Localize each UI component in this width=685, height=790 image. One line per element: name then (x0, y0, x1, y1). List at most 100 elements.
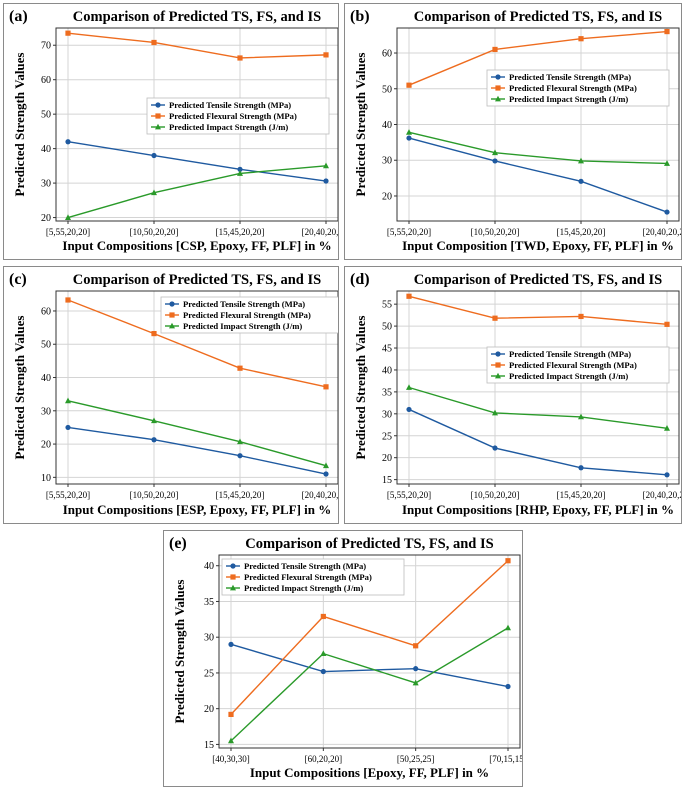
series-line-is (67, 400, 327, 467)
data-point-is (151, 417, 157, 424)
series-fs (406, 293, 670, 327)
data-point-is (406, 129, 412, 135)
x-axis-label: Input Compositions [CSP, Epoxy, FF, PLF]… (62, 238, 331, 253)
data-point-ts (492, 445, 498, 451)
grid (397, 28, 679, 221)
legend: Predicted Tensile Strength (MPa)Predicte… (146, 97, 330, 135)
legend-swatch-marker (495, 95, 501, 102)
legend-label: Predicted Impact Strength (J/m) (244, 583, 363, 593)
y-axis-label: Predicted Strength Values (12, 316, 27, 460)
chart-title: Comparison of Predicted TS, FS, and IS (414, 272, 662, 288)
series-line-is (67, 165, 327, 219)
x-tick-label: [5,55,20,20] (387, 490, 431, 500)
series-line-fs (408, 30, 668, 86)
y-tick-label: 15 (382, 475, 392, 486)
x-tick-label: [15,45,20,20] (216, 227, 265, 237)
series-line-ts (230, 643, 509, 688)
series-fs (65, 297, 329, 390)
legend-swatch-marker (495, 74, 501, 80)
chart-panel-d: (d) Comparison of Predicted TS, FS, and I… (344, 266, 682, 524)
legend-swatch-marker (169, 322, 175, 329)
data-point-ts (228, 641, 234, 647)
data-point-is (237, 170, 243, 176)
data-point-is (492, 409, 498, 416)
panel-label: (c) (9, 271, 27, 288)
data-point-fs (492, 315, 498, 321)
series-is (406, 384, 670, 431)
y-tick-label: 40 (41, 144, 51, 155)
panel-label: (e) (169, 535, 187, 552)
series-fs (406, 28, 670, 88)
grid (397, 291, 679, 484)
chart-svg: (e) Comparison of Predicted TS, FS, and I… (169, 535, 522, 780)
y-tick-label: 35 (204, 597, 214, 608)
chart-title: Comparison of Predicted TS, FS, and IS (73, 272, 321, 288)
data-point-ts (65, 424, 71, 431)
series-line-ts (408, 137, 668, 213)
x-tick-label: [10,50,20,20] (130, 490, 179, 500)
data-point-fs (320, 613, 326, 620)
y-tick-label: 20 (41, 440, 51, 451)
legend-label: Predicted Flexural Strength (MPa) (244, 572, 372, 582)
series-line-ts (67, 141, 327, 182)
y-tick-label: 60 (41, 75, 51, 86)
y-tick-label: 30 (41, 179, 51, 190)
legend-swatch-marker (230, 584, 236, 591)
data-point-is (237, 438, 243, 445)
chart-title: Comparison of Predicted TS, FS, and IS (414, 9, 662, 25)
series-ts (406, 135, 670, 215)
plot-frame (55, 27, 338, 222)
y-tick-label: 30 (41, 406, 51, 417)
x-tick-label: [5,55,20,20] (46, 490, 90, 500)
series-ts (65, 424, 329, 477)
y-tick-label: 40 (41, 373, 51, 384)
series-line-fs (408, 295, 668, 326)
data-point-ts (664, 209, 670, 215)
y-tick-label: 60 (382, 49, 392, 60)
y-tick-label: 40 (382, 120, 392, 131)
y-tick-label: 25 (204, 668, 214, 679)
x-tick-label: [10,50,20,20] (130, 227, 179, 237)
series-line-fs (230, 560, 509, 715)
y-tick-label: 30 (382, 156, 392, 167)
data-point-fs (406, 293, 412, 299)
data-point-fs (65, 297, 71, 303)
data-point-is (320, 650, 327, 657)
x-tick-label: [10,50,20,20] (471, 490, 520, 500)
legend-swatch-marker (155, 113, 161, 119)
y-tick-label: 10 (41, 473, 51, 484)
data-point-ts (492, 158, 498, 164)
x-tick-label: [15,45,20,20] (216, 490, 265, 500)
y-axis-label: Predicted Strength Values (353, 53, 368, 197)
y-axis-label: Predicted Strength Values (12, 53, 27, 197)
panel-label: (d) (350, 271, 370, 288)
y-tick-label: 50 (382, 322, 392, 333)
x-tick-label: [10,50,20,20] (471, 227, 520, 237)
data-point-fs (505, 558, 511, 564)
x-axis-label: Input Compositions [ESP, Epoxy, FF, PLF]… (63, 502, 332, 517)
y-tick-label: 50 (41, 110, 51, 121)
data-point-ts (578, 465, 584, 471)
series-line-fs (67, 299, 327, 388)
y-tick-label: 30 (382, 409, 392, 420)
legend-label: Predicted Impact Strength (J/m) (509, 371, 628, 381)
plot-frame (218, 554, 521, 749)
legend-label: Predicted Impact Strength (J/m) (183, 321, 302, 331)
data-point-is (151, 189, 157, 196)
series-is (65, 162, 329, 220)
legend-label: Predicted Impact Strength (J/m) (509, 94, 628, 104)
data-point-ts (406, 406, 412, 413)
series-fs (65, 30, 329, 61)
x-tick-label: [50,25,25] (397, 754, 435, 764)
y-tick-label: 40 (382, 365, 392, 376)
data-point-fs (413, 643, 419, 649)
data-point-is (323, 162, 329, 169)
data-point-ts (323, 178, 329, 184)
series-line-is (408, 131, 668, 165)
chart-svg: (a) Comparison of Predicted TS, FS, and I… (9, 8, 338, 253)
panel-label: (a) (9, 8, 28, 25)
legend-swatch-marker (495, 351, 501, 357)
chart-svg: (b) Comparison of Predicted TS, FS, and I… (350, 8, 681, 253)
x-axis-label: Input Composition [TWD, Epoxy, FF, PLF] … (402, 238, 674, 253)
legend: Predicted Tensile Strength (MPa)Predicte… (160, 296, 338, 334)
